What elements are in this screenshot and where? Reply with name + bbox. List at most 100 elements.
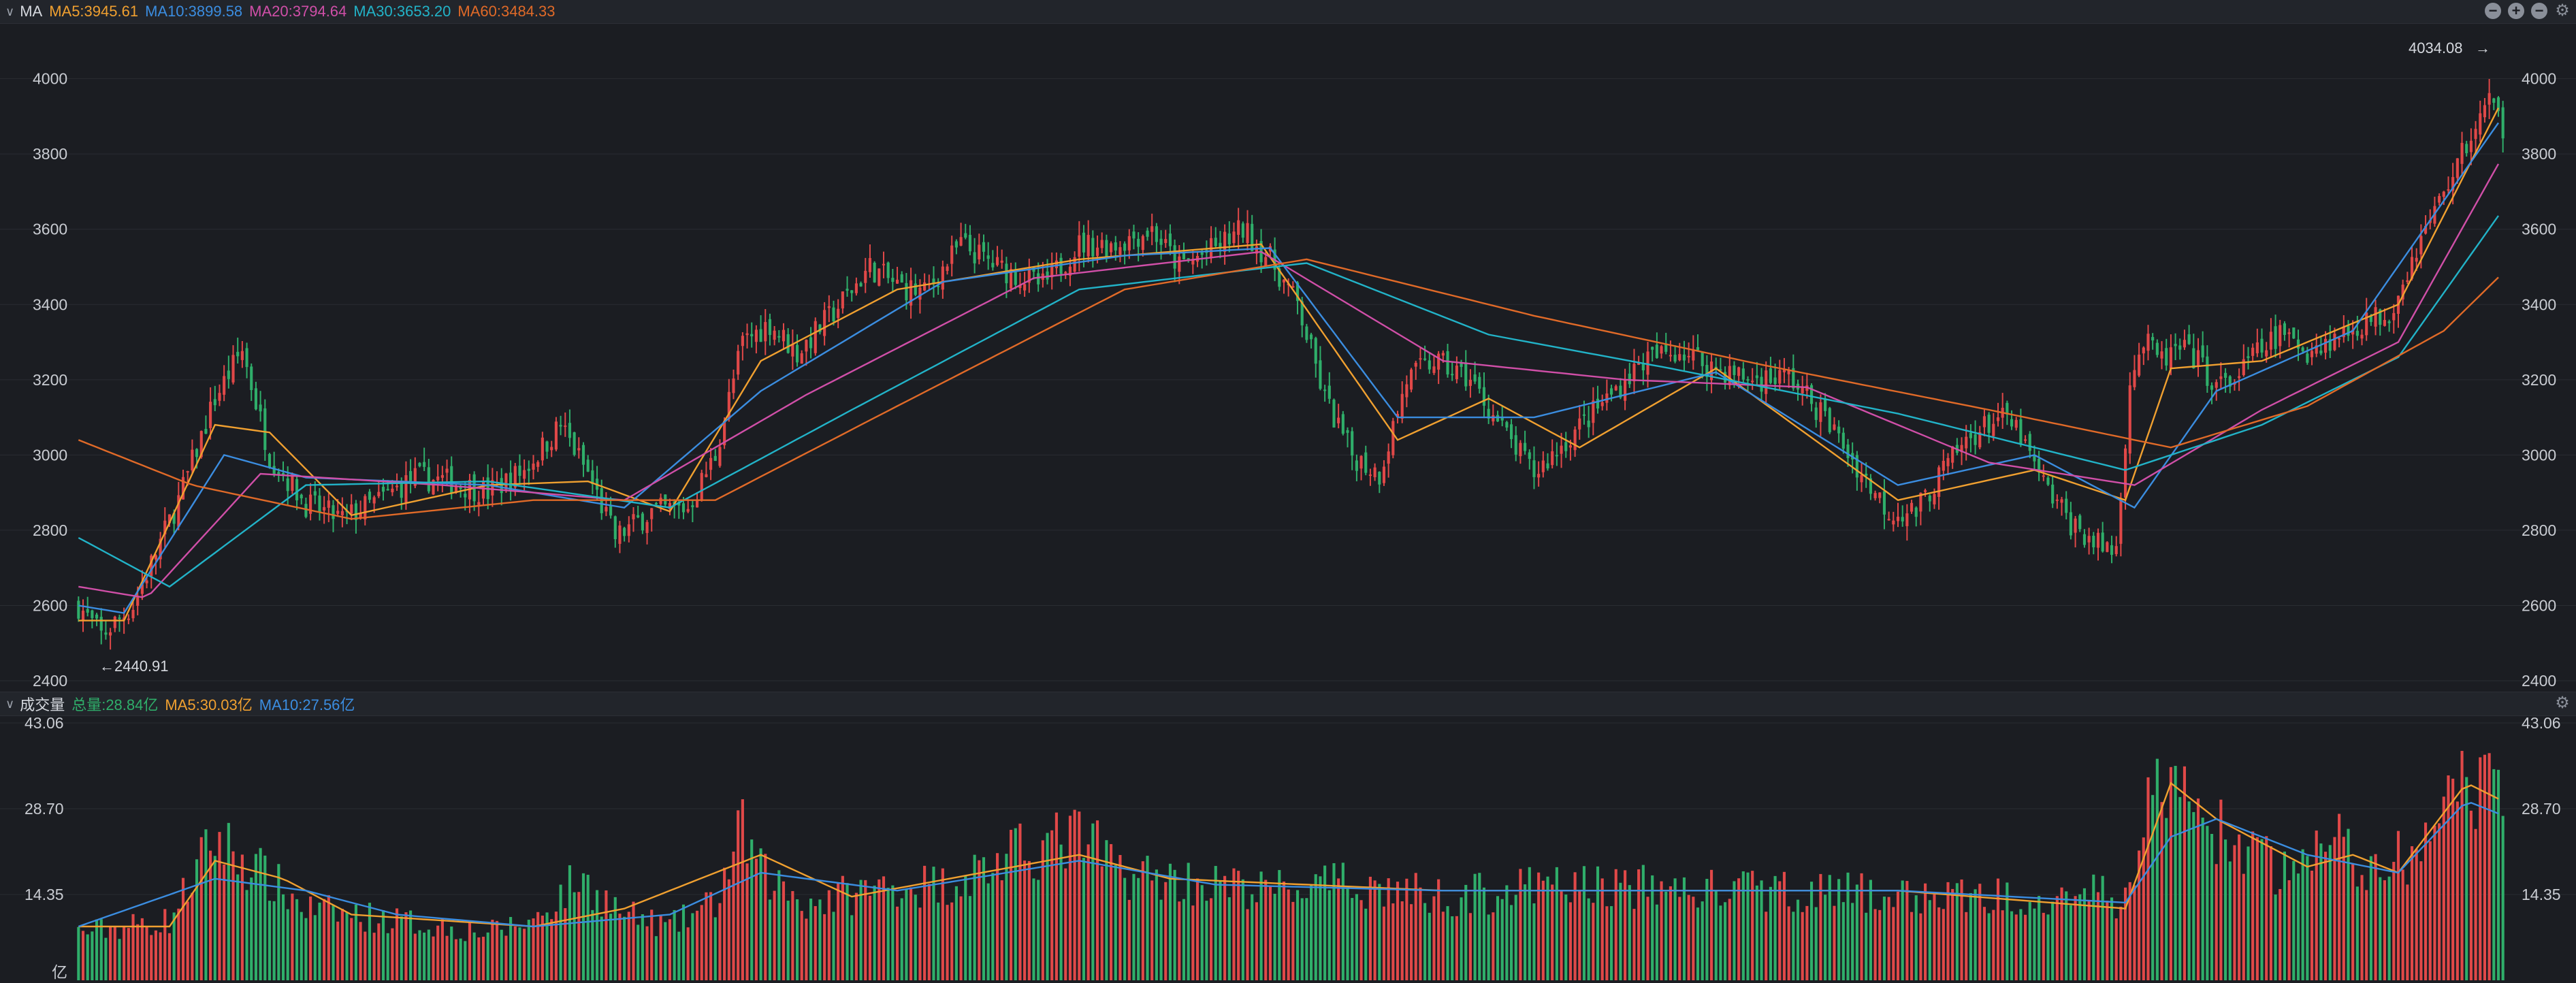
volume-bar [2283,851,2287,980]
vol-ma5-value: MA5:30.03亿 [165,696,253,713]
volume-bar [332,905,335,980]
volume-bar [1887,897,1890,980]
volume-bar [1300,898,1304,980]
candle-body [577,448,581,451]
volume-bar [2146,777,2150,980]
volume-bar [195,859,199,980]
volume-bar [1219,881,1222,980]
volume-bar [1724,902,1727,980]
volume-bar [1519,869,1522,980]
volume-bar [418,930,421,980]
candle-body [2065,498,2068,513]
collapse-chevron-icon[interactable]: ∨ [5,4,15,18]
volume-bar [1792,912,1795,980]
volume-bar [1419,887,1422,980]
candle-body [1023,284,1027,291]
volume-bar [1778,881,1782,980]
volume-bar [973,854,976,980]
volume-bar [1064,868,1067,980]
candle-body [1200,252,1204,255]
volume-bar [1227,897,1231,980]
candle-body [618,525,622,544]
candle-body [700,472,703,501]
volume-bar [837,883,840,980]
volume-bar [1305,898,1308,980]
candle-body [195,449,199,457]
minus-circle-icon[interactable]: − [2485,3,2501,19]
volume-bar [268,901,272,980]
candle-body [1168,233,1172,246]
candle-body [2142,347,2145,354]
candle-body [2055,499,2059,501]
candle-body [400,483,403,498]
candle-body [1619,385,1622,398]
volume-bar [354,904,357,980]
candle-body [268,453,272,468]
volume-bar [2269,845,2272,980]
volume-bar [99,919,103,980]
candle-body [1059,257,1063,274]
candle-body [1368,474,1372,477]
volume-bar [1605,906,1609,980]
volume-bar [737,810,740,980]
candle-body [2387,321,2391,323]
volume-bar [791,890,794,980]
volume-bar [1487,914,1490,980]
candle-body [1432,366,1436,373]
volume-bar [700,905,703,980]
candle-body [104,632,108,635]
candle-body [2406,280,2409,283]
price-tick-left: 2800 [33,521,67,539]
candle-body [118,617,121,619]
volume-bar [395,908,399,980]
volume-bar [868,895,872,980]
volume-bar [2242,873,2245,980]
candle-body [986,255,990,259]
candle-body [1237,220,1240,235]
candle-body [2342,326,2345,338]
candle-body [77,600,80,619]
candle-body [978,244,981,260]
candle-body [2347,325,2350,336]
candle-body [1982,416,1986,428]
candle-body [2114,546,2118,554]
volume-bar [1592,903,1595,980]
candle-body [95,614,99,619]
candle-body [1901,517,1904,521]
candle-body [1809,385,1814,404]
collapse-chevron-icon[interactable]: ∨ [5,696,15,711]
candle-body [1095,247,1099,256]
volume-bar [1660,881,1663,980]
volume-bar [2255,837,2259,980]
candle-body [2488,93,2491,105]
candle-body [459,487,462,489]
candle-body [709,457,713,470]
candle-body [1682,354,1686,361]
volume-bar [2074,896,2077,980]
candle-body [886,262,890,278]
candle-body [895,279,899,284]
volume-bar [2410,846,2414,980]
volume-bar [1687,895,1690,980]
candle-body [1637,362,1641,365]
volume-bar [2347,828,2350,980]
candle-body [609,506,613,516]
plus-circle-icon[interactable]: + [2508,3,2524,19]
volume-bar [2306,856,2309,980]
volume-bar [2355,886,2359,980]
volume-bar [2169,767,2172,980]
candle-body [2351,329,2355,335]
gear-icon[interactable]: ⚙ [2555,694,2570,712]
gear-icon[interactable]: ⚙ [2555,1,2570,20]
candle-body [1064,272,1067,274]
volume-bar [1741,871,1745,980]
candle-body [754,329,758,342]
minus-circle-icon[interactable]: − [2531,3,2547,19]
candle-body [2206,356,2209,386]
candle-body [1255,246,1258,254]
volume-bar [632,901,635,980]
volume-bar [231,851,235,980]
volume-bar [654,936,658,980]
volume-bar [154,930,158,980]
